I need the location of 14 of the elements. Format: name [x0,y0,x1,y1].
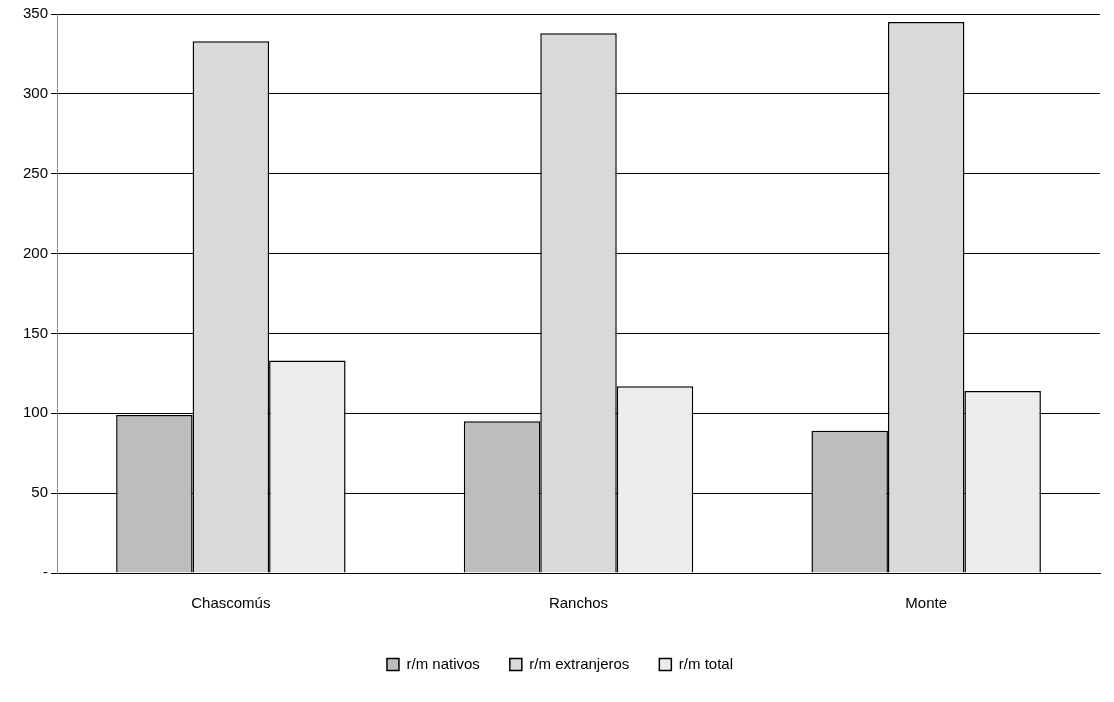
y-tick-label: 350 [23,4,49,22]
y-tick-label: 50 [31,483,49,501]
x-tick-label: Monte [905,594,948,612]
y-tick-label: 150 [23,323,49,341]
x-tick-label: Ranchos [548,594,609,612]
legend-label: r/m total [678,654,734,672]
legend-label: r/m nativos [406,654,480,672]
legend-label: r/m extranjeros [529,654,630,672]
y-tick-label: 200 [23,243,49,261]
x-tick-label: Chascomús [191,594,271,612]
y-tick-label: 300 [23,84,49,101]
y-tick-label: - [43,563,49,581]
y-tick-label: 250 [23,163,49,181]
y-tick-label: 100 [23,403,49,421]
